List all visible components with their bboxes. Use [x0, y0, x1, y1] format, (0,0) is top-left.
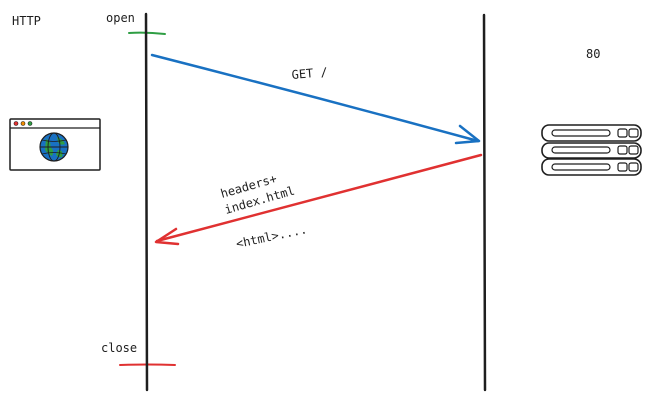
- close-label: close: [101, 341, 137, 355]
- globe-icon: [39, 132, 69, 162]
- client-lifeline: [144, 12, 149, 392]
- response-arrow: [154, 153, 483, 246]
- protocol-label: HTTP: [12, 14, 41, 28]
- request-label: GET /: [291, 65, 328, 82]
- open-label: open: [106, 11, 135, 25]
- response-body-label: <html>....: [235, 222, 309, 251]
- server-lifeline: [482, 13, 487, 392]
- port-label: 80: [586, 47, 600, 61]
- server-rack-icon: [541, 124, 642, 176]
- request-arrow: [150, 53, 481, 145]
- browser-globe-icon: [9, 118, 101, 171]
